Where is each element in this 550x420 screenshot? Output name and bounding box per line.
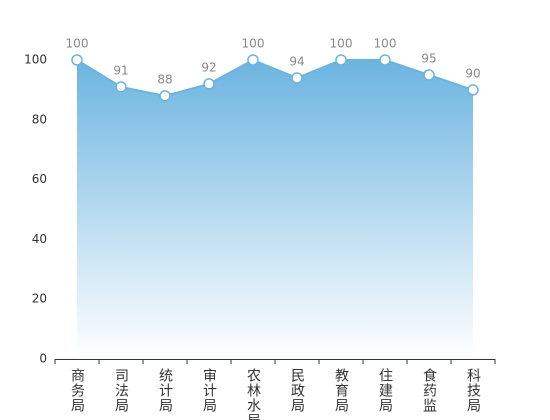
point bbox=[291, 72, 303, 84]
point bbox=[379, 54, 391, 66]
point bbox=[335, 54, 347, 66]
line bbox=[76, 58, 474, 97]
value-label: 100 bbox=[374, 37, 397, 51]
value-label: 91 bbox=[113, 63, 128, 77]
value-label: 88 bbox=[157, 72, 172, 86]
point bbox=[467, 84, 479, 96]
x-tick-label: 审计局 bbox=[201, 368, 217, 413]
point bbox=[203, 78, 215, 90]
value-label: 95 bbox=[421, 51, 436, 65]
y-tick-label: 80 bbox=[32, 112, 47, 126]
x-tick-label: 科技局 bbox=[465, 368, 481, 413]
x-tick-label: 统计局 bbox=[157, 368, 173, 413]
point bbox=[71, 54, 83, 66]
x-tick-label: 司法局 bbox=[113, 368, 129, 413]
x-tick-label: 商务局 bbox=[69, 368, 85, 413]
x-tick-label: 农林水局 bbox=[245, 368, 261, 420]
value-label: 100 bbox=[66, 37, 89, 51]
y-tick-label: 40 bbox=[32, 232, 47, 246]
point bbox=[159, 90, 171, 102]
x-tick-label: 食药监 bbox=[421, 367, 437, 413]
x-tick-label: 民政局 bbox=[289, 368, 305, 413]
value-label: 92 bbox=[201, 60, 216, 74]
point bbox=[115, 81, 127, 93]
y-tick-label: 100 bbox=[24, 53, 47, 67]
x-tick-label: 住建局 bbox=[377, 368, 393, 413]
value-label: 100 bbox=[330, 37, 353, 51]
point bbox=[247, 54, 259, 66]
point bbox=[423, 69, 435, 81]
area-fill bbox=[77, 60, 473, 359]
x-tick-label: 教育局 bbox=[333, 368, 349, 413]
value-label: 100 bbox=[242, 37, 265, 51]
value-label: 90 bbox=[465, 66, 480, 80]
value-label: 94 bbox=[289, 54, 304, 68]
y-tick-label: 60 bbox=[32, 172, 47, 186]
y-tick-label: 0 bbox=[39, 352, 47, 366]
y-tick-label: 20 bbox=[32, 292, 47, 306]
